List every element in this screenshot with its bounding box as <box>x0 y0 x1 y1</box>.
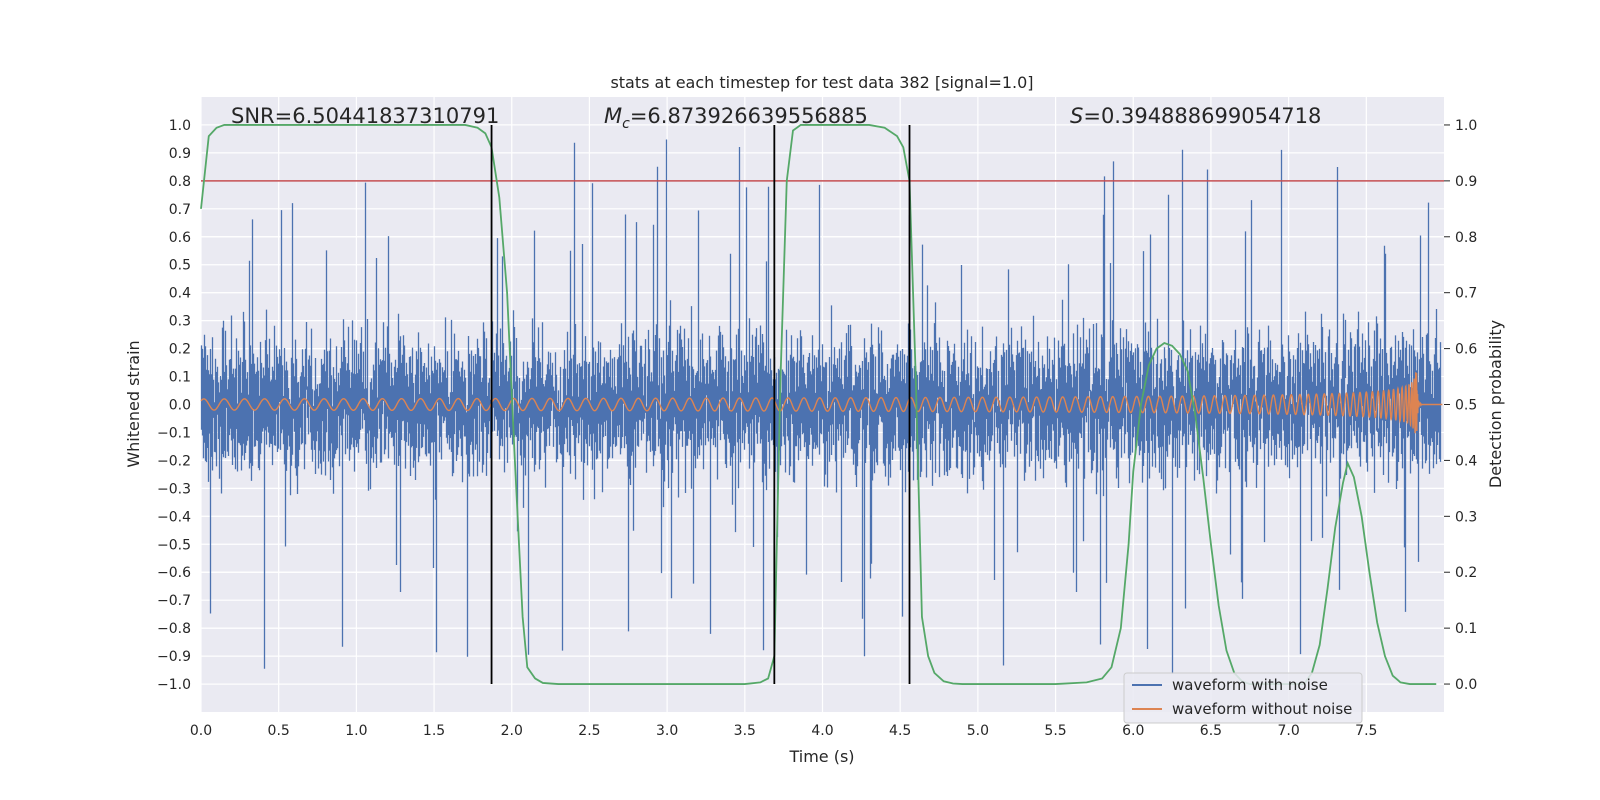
x-tick-label: 7.0 <box>1277 723 1299 739</box>
x-axis-label: Time (s) <box>788 747 854 766</box>
legend-box <box>1123 672 1363 724</box>
x-tick-label: 5.5 <box>1044 723 1066 739</box>
y-tick-label: 0.8 <box>169 174 191 190</box>
detection-probability-line <box>200 124 1437 685</box>
y-tick-label: −0.9 <box>157 649 191 665</box>
chirp-mass-symbol: M <box>604 104 622 128</box>
y-tick-label: 0.5 <box>169 258 191 274</box>
chirp-mass-subscript: c <box>622 116 630 132</box>
y2-tick-label: 0.0 <box>1455 677 1477 693</box>
y-tick-label: 1.0 <box>169 118 191 134</box>
y-tick-label: −0.8 <box>157 621 191 637</box>
snr-annotation: SNR=6.50441837310791 <box>231 104 499 128</box>
y2-tick-label: 1.0 <box>1455 118 1477 134</box>
x-tick-label: 2.5 <box>578 723 600 739</box>
vertical-lines <box>490 124 911 685</box>
x-tick-label: 5.0 <box>967 723 989 739</box>
legend: waveform with noise waveform without noi… <box>1123 672 1363 724</box>
x-tick-label: 4.0 <box>811 723 833 739</box>
y-tick-label: 0.1 <box>169 370 191 386</box>
x-tick-label: 6.0 <box>1122 723 1144 739</box>
noisy-waveform-series <box>200 139 1442 674</box>
y-tick-label: 0.9 <box>169 146 191 162</box>
s-symbol: S <box>1070 104 1083 128</box>
axis-ticks: 0.0 0.5 1.0 1.5 2.0 2.5 3.0 3.5 4.0 4.5 5.0 5.5 6.0 6… <box>157 118 1477 739</box>
y2-tick-label: 0.3 <box>1455 509 1477 525</box>
y2-tick-label: 0.1 <box>1455 621 1477 637</box>
x-tick-label: 4.5 <box>889 723 911 739</box>
y-axis-label: Whitened strain <box>124 340 143 467</box>
y2-tick-label: 0.9 <box>1455 174 1477 190</box>
x-tick-label: 1.0 <box>345 723 367 739</box>
chirp-mass-value: =6.873926639556885 <box>630 104 868 128</box>
x-tick-label: 0.5 <box>268 723 290 739</box>
y-tick-label: −1.0 <box>157 677 191 693</box>
clean-waveform-series <box>200 372 1443 434</box>
x-tick-label: 3.0 <box>656 723 678 739</box>
y2-tick-label: 0.7 <box>1455 286 1477 302</box>
y-tick-label: 0.3 <box>169 314 191 330</box>
x-tick-label: 1.5 <box>423 723 445 739</box>
y-tick-label: −0.3 <box>157 481 191 497</box>
y2-tick-label: 0.2 <box>1455 565 1477 581</box>
x-tick-label: 7.5 <box>1355 723 1377 739</box>
chart-title: stats at each timestep for test data 382… <box>610 73 1033 92</box>
y2-axis-label: Detection probability <box>1486 320 1505 488</box>
y2-tick-label: 0.4 <box>1455 453 1477 469</box>
y-tick-label: 0.6 <box>169 230 191 246</box>
y-tick-label: 0.2 <box>169 342 191 358</box>
y-tick-label: −0.5 <box>157 537 191 553</box>
y-tick-label: 0.0 <box>169 398 191 414</box>
legend-clean-label: waveform without noise <box>1172 700 1352 718</box>
y-tick-label: −0.4 <box>157 509 191 525</box>
x-tick-label: 3.5 <box>734 723 756 739</box>
x-tick-label: 0.0 <box>190 723 212 739</box>
legend-noisy-label: waveform with noise <box>1172 676 1328 694</box>
s-value: =0.394888699054718 <box>1083 104 1321 128</box>
y2-tick-label: 0.5 <box>1455 398 1477 414</box>
y-tick-label: −0.1 <box>157 425 191 441</box>
y2-tick-label: 0.6 <box>1455 342 1477 358</box>
clean-waveform-line <box>200 372 1443 434</box>
y-tick-label: −0.7 <box>157 593 191 609</box>
x-tick-label: 6.5 <box>1200 723 1222 739</box>
noisy-waveform-line <box>200 139 1442 674</box>
detection-probability-series <box>200 124 1437 685</box>
y-tick-label: 0.7 <box>169 202 191 218</box>
x-tick-label: 2.0 <box>501 723 523 739</box>
y2-tick-label: 0.8 <box>1455 230 1477 246</box>
chirp-mass-annotation: Mc=6.873926639556885 <box>604 104 868 132</box>
y-tick-label: −0.2 <box>157 453 191 469</box>
y-tick-label: −0.6 <box>157 565 191 581</box>
y-tick-label: 0.4 <box>169 286 191 302</box>
s-annotation: S=0.394888699054718 <box>1070 104 1321 128</box>
